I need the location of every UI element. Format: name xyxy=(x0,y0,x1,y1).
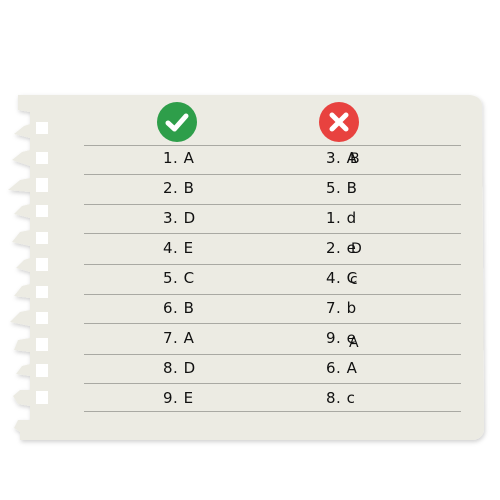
wrong-answer: 1. d xyxy=(326,209,357,227)
wrong-answer: 5. B xyxy=(326,179,358,197)
correction-overlay: B xyxy=(350,151,360,167)
ruled-line xyxy=(84,174,461,175)
correct-answer: 6. B xyxy=(163,299,195,317)
correct-answer: 8. D xyxy=(163,359,196,377)
correct-answer: 9. E xyxy=(163,389,194,407)
wrong-answer: 8. c xyxy=(326,389,356,407)
correct-answer: 4. E xyxy=(163,239,194,257)
ruled-line xyxy=(84,204,461,205)
correction-overlay: c xyxy=(350,272,358,288)
binder-holes xyxy=(36,122,48,404)
ruled-line xyxy=(84,145,461,146)
correct-answer: 2. B xyxy=(163,179,195,197)
ruled-line xyxy=(84,383,461,384)
ruled-line xyxy=(84,411,461,412)
wrong-answer: 9. e xyxy=(326,329,357,347)
ruled-line xyxy=(84,264,461,265)
ruled-line xyxy=(84,323,461,324)
ruled-line xyxy=(84,233,461,234)
wrong-answer: 3. A xyxy=(326,149,358,167)
correction-overlay: A xyxy=(349,335,359,351)
wrong-answer: 4. C xyxy=(326,269,358,287)
correct-answer: 3. D xyxy=(163,209,196,227)
correct-answer: 7. A xyxy=(163,329,195,347)
cross-icon xyxy=(319,102,359,142)
correct-answer: 5. C xyxy=(163,269,195,287)
wrong-answer: 2. e xyxy=(326,239,357,257)
wrong-answer: 7. b xyxy=(326,299,357,317)
correction-overlay: D xyxy=(351,241,362,257)
check-icon xyxy=(157,102,197,142)
correct-answer: 1. A xyxy=(163,149,195,167)
wrong-answer: 6. A xyxy=(326,359,358,377)
ruled-line xyxy=(84,294,461,295)
ruled-line xyxy=(84,354,461,355)
